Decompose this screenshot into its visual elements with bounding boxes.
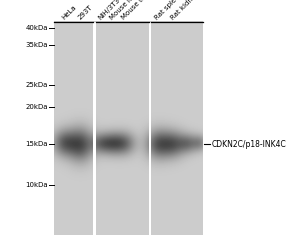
Text: 25kDa: 25kDa [26,82,48,88]
Text: Mouse lung: Mouse lung [109,0,142,21]
FancyBboxPatch shape [93,22,96,235]
FancyBboxPatch shape [152,22,203,235]
Text: NIH/3T3: NIH/3T3 [97,0,122,21]
Text: CDKN2C/p18-INK4C: CDKN2C/p18-INK4C [212,140,286,149]
Text: 15kDa: 15kDa [26,141,48,147]
Text: HeLa: HeLa [61,4,77,21]
Text: 20kDa: 20kDa [26,103,48,110]
Text: 40kDa: 40kDa [26,25,48,31]
Text: Mouse testis: Mouse testis [121,0,156,21]
Text: Rat spleen: Rat spleen [154,0,184,21]
FancyBboxPatch shape [96,22,148,235]
Text: Rat kidney: Rat kidney [169,0,200,21]
Text: 10kDa: 10kDa [26,182,48,188]
FancyBboxPatch shape [148,22,152,235]
Text: 35kDa: 35kDa [26,42,48,48]
FancyBboxPatch shape [55,22,93,235]
Text: 293T: 293T [77,4,93,21]
